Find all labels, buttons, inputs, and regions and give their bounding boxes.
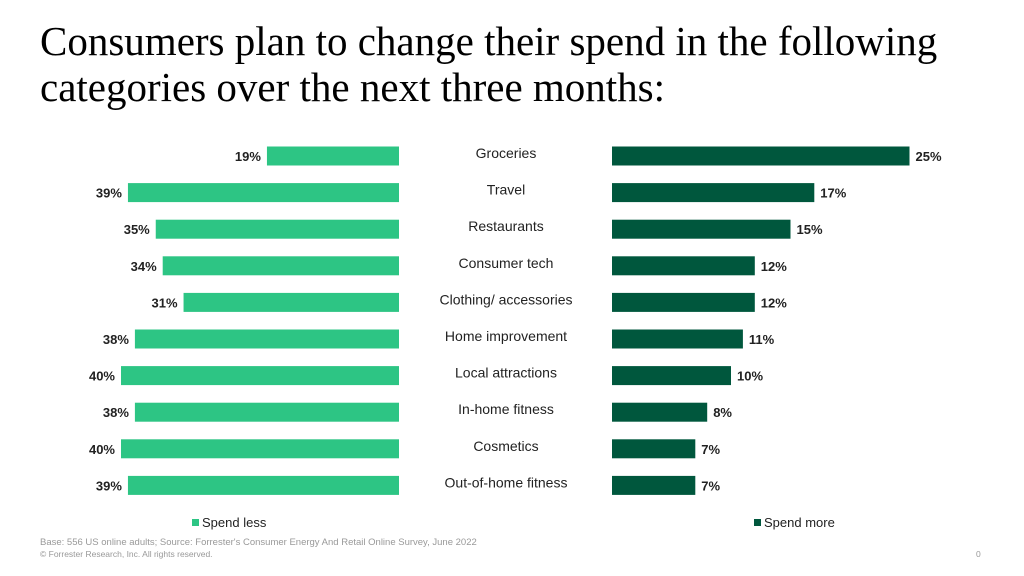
data-label-spend-more: 7% <box>701 478 720 493</box>
data-label-spend-less: 40% <box>89 442 115 457</box>
bar-spend-more <box>612 256 755 276</box>
category-label: Travel <box>487 182 525 198</box>
legend-swatch-spend-less <box>192 519 199 526</box>
data-label-spend-less: 19% <box>235 149 261 164</box>
data-label-spend-less: 40% <box>89 369 115 384</box>
category-label: Restaurants <box>468 218 543 234</box>
data-label-spend-less: 34% <box>131 259 157 274</box>
bar-spend-more <box>612 219 791 239</box>
bar-spend-less <box>127 475 399 495</box>
category-label: Out-of-home fitness <box>445 474 568 490</box>
bar-spend-less <box>162 256 399 276</box>
bar-spend-less <box>121 366 399 386</box>
category-label: Clothing/ accessories <box>439 291 572 307</box>
category-label: Cosmetics <box>473 438 538 454</box>
data-label-spend-more: 25% <box>916 149 942 164</box>
legend-swatch-spend-more <box>754 519 761 526</box>
data-label-spend-more: 12% <box>761 295 787 310</box>
source-note: Base: 556 US online adults; Source: Forr… <box>40 537 477 548</box>
category-label: Groceries <box>476 145 537 161</box>
bar-spend-more <box>612 366 731 386</box>
legend-spend-less: Spend less <box>192 515 266 530</box>
data-label-spend-more: 11% <box>749 332 775 347</box>
bar-spend-more <box>612 475 696 495</box>
bar-spend-more <box>612 292 755 312</box>
bar-spend-less <box>134 329 399 349</box>
page-number: 0 <box>976 549 981 559</box>
bar-spend-more <box>612 183 815 203</box>
bar-spend-less <box>134 402 399 422</box>
category-label: Home improvement <box>445 328 567 344</box>
bar-spend-less <box>127 183 399 203</box>
legend-label-spend-more: Spend more <box>764 515 835 530</box>
bar-spend-more <box>612 329 743 349</box>
category-label: Local attractions <box>455 365 557 381</box>
data-label-spend-more: 12% <box>761 259 787 274</box>
data-label-spend-less: 38% <box>103 405 129 420</box>
category-label: Consumer tech <box>459 255 554 271</box>
bar-spend-less <box>266 146 399 166</box>
bar-spend-more <box>612 146 910 166</box>
data-label-spend-more: 10% <box>737 369 763 384</box>
data-label-spend-more: 17% <box>820 186 846 201</box>
bar-spend-less <box>155 219 399 239</box>
data-label-spend-less: 38% <box>103 332 129 347</box>
copyright: © Forrester Research, Inc. All rights re… <box>40 549 213 559</box>
data-label-spend-less: 31% <box>152 295 178 310</box>
data-label-spend-less: 39% <box>96 186 122 201</box>
legend-label-spend-less: Spend less <box>202 515 267 530</box>
bar-spend-more <box>612 439 696 459</box>
data-label-spend-more: 15% <box>797 222 823 237</box>
legend-spend-more: Spend more <box>754 515 835 530</box>
data-label-spend-more: 7% <box>701 442 720 457</box>
data-label-spend-less: 39% <box>96 478 122 493</box>
slide-title: Consumers plan to change their spend in … <box>40 18 938 110</box>
data-label-spend-more: 8% <box>713 405 732 420</box>
bar-spend-less <box>183 292 399 312</box>
category-label: In-home fitness <box>458 401 554 417</box>
bar-spend-less <box>121 439 399 459</box>
data-label-spend-less: 35% <box>124 222 150 237</box>
bar-spend-more <box>612 402 708 422</box>
